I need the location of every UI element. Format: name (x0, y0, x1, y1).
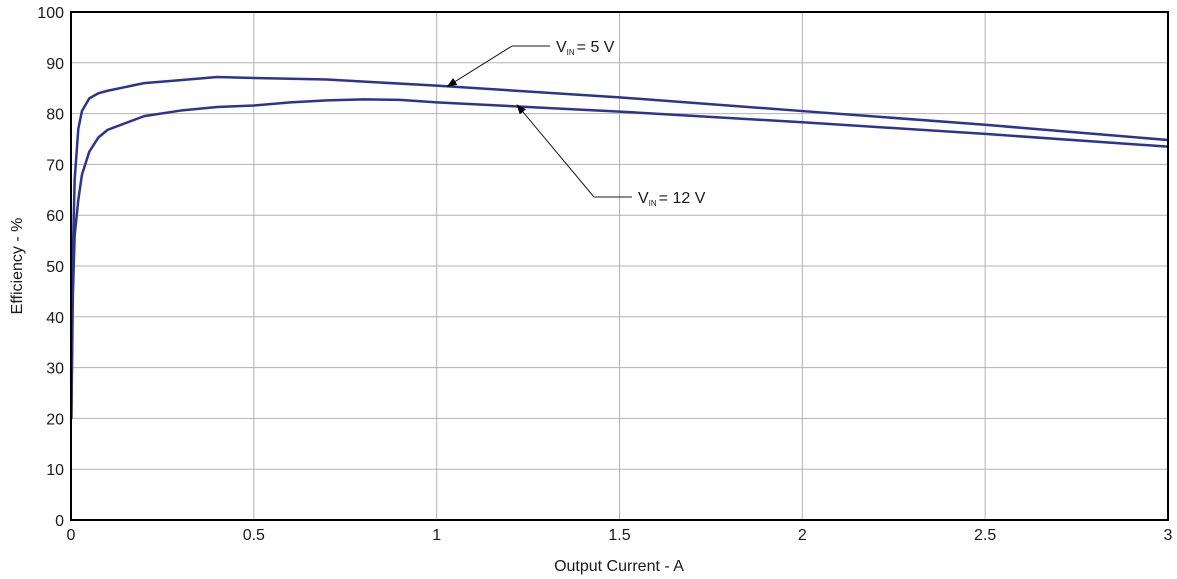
x-tick-label: 0.5 (243, 527, 265, 544)
x-tick-label: 1 (432, 527, 441, 544)
annotations: VIN = 5 V VIN = 12 V (446, 39, 706, 208)
y-tick-label: 90 (46, 56, 64, 73)
plot-frame (70, 11, 1169, 521)
grid-lines (71, 12, 1168, 520)
x-axis-title: Output Current - A (554, 558, 684, 575)
x-tick-label: 0 (67, 527, 76, 544)
series-line-vin-5v (70, 75, 1170, 420)
y-tick-label: 80 (46, 107, 64, 124)
y-tick-label: 60 (46, 208, 64, 225)
annotation-label: VIN = 12 V (638, 190, 706, 208)
y-tick-label: 40 (46, 310, 64, 327)
y-tick-label: 20 (46, 411, 64, 428)
y-tick-label: 0 (55, 513, 64, 530)
x-tick-label: 2 (798, 527, 807, 544)
annotation-arrow (446, 45, 513, 87)
y-tick-label: 10 (46, 462, 64, 479)
x-tick-label: 2.5 (974, 527, 996, 544)
series-line-vin-12v (70, 98, 1170, 420)
y-tick-label: 50 (46, 259, 64, 276)
y-tick-label: 100 (37, 5, 64, 22)
y-axis-title: Efficiency - % (9, 218, 26, 315)
y-tick-label: 30 (46, 361, 64, 378)
x-tick-label: 3 (1164, 527, 1173, 544)
annotation-label: VIN = 5 V (556, 39, 615, 57)
annotation-arrow (516, 104, 595, 198)
series-layer (70, 75, 1170, 420)
x-tick-label: 1.5 (608, 527, 630, 544)
y-tick-label: 70 (46, 157, 64, 174)
